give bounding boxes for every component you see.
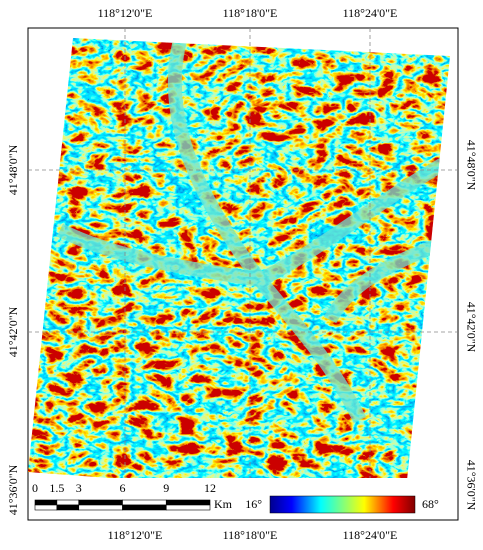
scale-tick-label: 0 (32, 481, 38, 495)
scale-tick-label: 3 (76, 481, 82, 495)
bottom-label: 118°24'0"E (343, 528, 398, 542)
color-bar (269, 495, 416, 514)
right-label: 41°42'0"N (464, 302, 478, 353)
scale-tick-label: 6 (120, 481, 126, 495)
top-label: 118°24'0"E (343, 6, 398, 20)
map-frame (27, 27, 459, 521)
top-label: 118°18'0"E (223, 6, 278, 20)
slope-raster (28, 38, 450, 500)
scale-bar: 0 1.5 3 6 9 12 Km (32, 481, 233, 511)
scale-tick-label: 9 (163, 481, 169, 495)
scale-segment (56, 504, 80, 511)
scale-unit: Km (214, 497, 233, 511)
scale-segment (34, 499, 58, 506)
scale-tick-label: 12 (204, 481, 216, 495)
bottom-label: 118°12'0"E (108, 528, 163, 542)
scale-segment (165, 499, 211, 506)
left-label: 41°36'0"N (6, 464, 20, 515)
coordinate-labels: 118°12'0"E 118°18'0"E 118°24'0"E 118°12'0"E… (6, 6, 479, 542)
right-label: 41°48'0"N (464, 140, 478, 191)
bottom-label: 118°18'0"E (223, 528, 278, 542)
scale-segment (122, 504, 167, 511)
left-label: 41°42'0"N (6, 306, 20, 357)
legend-min: 16° (245, 497, 262, 511)
legend-max: 68° (422, 497, 439, 511)
scale-segment (78, 499, 123, 506)
scale-segment (78, 504, 123, 511)
scale-tick-label: 1.5 (49, 481, 64, 495)
right-label: 41°36'0"N (464, 460, 478, 511)
scale-segment (165, 504, 211, 511)
scale-segment (34, 504, 58, 511)
top-label: 118°12'0"E (98, 6, 153, 20)
scale-segment (122, 499, 167, 506)
scale-segment (56, 499, 80, 506)
left-label: 41°48'0"N (6, 144, 20, 195)
